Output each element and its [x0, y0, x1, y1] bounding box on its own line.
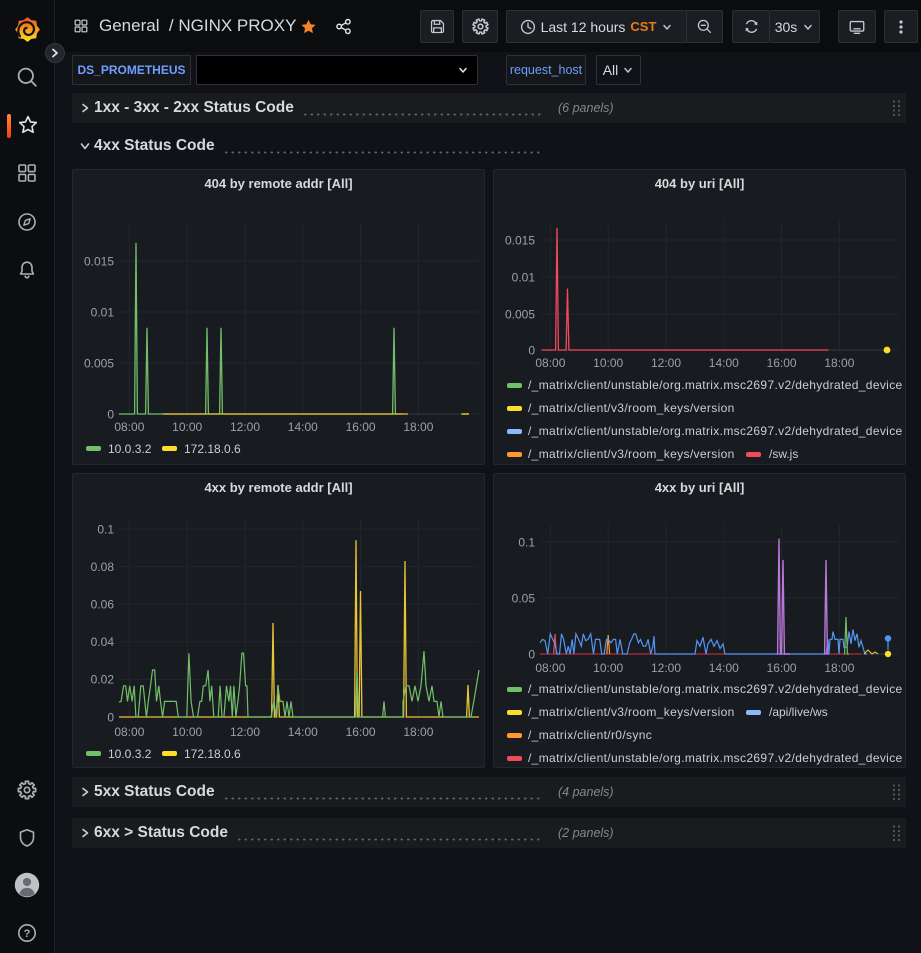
svg-text:0: 0 — [107, 710, 114, 724]
svg-text:14:00: 14:00 — [709, 356, 739, 370]
svg-text:14:00: 14:00 — [288, 420, 318, 434]
svg-text:08:00: 08:00 — [535, 661, 565, 675]
svg-text:16:00: 16:00 — [346, 725, 376, 739]
svg-text:0.1: 0.1 — [97, 522, 114, 536]
svg-text:16:00: 16:00 — [767, 356, 797, 370]
svg-text:10:00: 10:00 — [593, 661, 623, 675]
svg-text:16:00: 16:00 — [767, 661, 797, 675]
svg-text:18:00: 18:00 — [403, 725, 433, 739]
svg-text:12:00: 12:00 — [230, 420, 260, 434]
svg-text:?: ? — [24, 928, 31, 940]
svg-text:18:00: 18:00 — [403, 420, 433, 434]
svg-text:0: 0 — [107, 407, 114, 421]
svg-text:16:00: 16:00 — [346, 420, 376, 434]
svg-text:0.04: 0.04 — [91, 635, 115, 649]
svg-text:10:00: 10:00 — [172, 420, 202, 434]
svg-text:0.015: 0.015 — [84, 254, 114, 268]
svg-text:10:00: 10:00 — [172, 725, 202, 739]
svg-text:0: 0 — [528, 343, 535, 357]
svg-text:0: 0 — [528, 647, 535, 661]
svg-text:0.01: 0.01 — [91, 305, 115, 319]
svg-text:0.005: 0.005 — [505, 307, 535, 321]
svg-text:12:00: 12:00 — [651, 356, 681, 370]
svg-text:08:00: 08:00 — [114, 725, 144, 739]
svg-text:0.02: 0.02 — [91, 673, 115, 687]
svg-text:10:00: 10:00 — [593, 356, 623, 370]
svg-text:0.005: 0.005 — [84, 356, 114, 370]
svg-text:08:00: 08:00 — [114, 420, 144, 434]
svg-text:0.08: 0.08 — [91, 560, 115, 574]
svg-text:0.05: 0.05 — [512, 591, 536, 605]
svg-text:14:00: 14:00 — [288, 725, 318, 739]
svg-text:18:00: 18:00 — [824, 356, 854, 370]
svg-text:0.015: 0.015 — [505, 233, 535, 247]
svg-text:14:00: 14:00 — [709, 661, 739, 675]
svg-text:18:00: 18:00 — [824, 661, 854, 675]
svg-text:08:00: 08:00 — [535, 356, 565, 370]
svg-text:0.06: 0.06 — [91, 598, 115, 612]
svg-text:0.1: 0.1 — [518, 535, 535, 549]
svg-text:12:00: 12:00 — [651, 661, 681, 675]
svg-text:0.01: 0.01 — [512, 270, 536, 284]
svg-text:12:00: 12:00 — [230, 725, 260, 739]
